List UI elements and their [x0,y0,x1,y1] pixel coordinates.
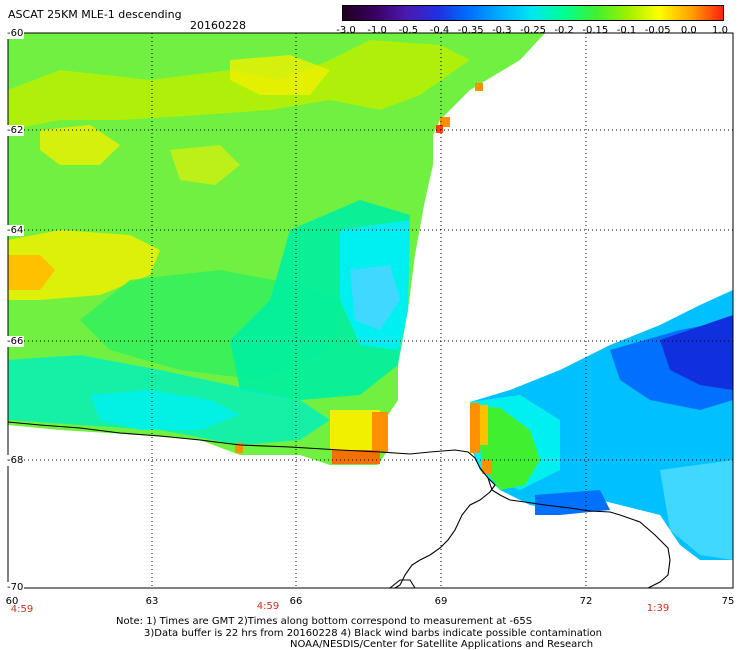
plot-border [7,32,734,589]
time-label-3: 1:39 [646,603,670,614]
color-scale-label: -0.1 [616,25,637,36]
color-scale-label: -0.5 [398,25,419,36]
color-scale-label: -1.0 [367,25,387,36]
east-dark-blue [660,315,733,390]
lat-label-66: -66 [6,336,25,347]
yellow-patch-3 [230,55,330,95]
east-blue-south [535,490,610,515]
lon-label-60: 60 [5,596,19,607]
map-date: 20160228 [190,19,246,32]
light-blue-patch [350,265,400,330]
coastline [7,421,671,589]
time-label-1: 4:59 [10,604,34,615]
grid [8,33,733,588]
lat-label-68: -68 [6,455,25,466]
color-scale-label: -0.15 [582,25,609,36]
yellow-band-north [8,40,470,130]
yellow-patch-1 [40,125,120,165]
map-title: ASCAT 25KM MLE-1 descending [8,8,182,21]
lat-label-62: -62 [6,125,25,136]
note-line-3: NOAA/NESDIS/Center for Satellite Applica… [290,639,594,650]
orange-patch-west [8,255,55,290]
color-scale-label: -3.0 [336,25,356,36]
coastline-island [389,579,416,589]
lon-label-75: 75 [721,596,735,607]
color-scale-label: -0.35 [457,25,484,36]
lat-label-70: -70 [6,582,25,593]
color-scale-bar [342,5,724,21]
orange-dot-2 [440,117,450,127]
lat-label-64: -64 [6,225,25,236]
lon-label-69: 69 [434,596,448,607]
east-orange-strip-2 [480,405,488,445]
east-cyan-south [660,460,733,560]
color-scale-label: -0.3 [492,25,512,36]
coastline-inlet [394,477,496,589]
note-line-1: Note: 1) Times are GMT 2)Times along bot… [116,616,533,627]
east-orange-dot [482,460,492,474]
yellow-patch-2 [8,230,160,300]
lon-label-63: 63 [145,596,159,607]
color-scale-label: -0.25 [520,25,546,36]
data-region-east [470,290,733,560]
orange-strip-1 [372,412,388,452]
orange-dot-3 [475,83,483,91]
cyan-coast [90,390,240,430]
color-scale-label: 0.0 [680,25,697,36]
yellow-patch-4 [170,145,240,185]
east-orange-strip [470,403,480,453]
lon-label-72: 72 [579,596,593,607]
note-line-2: 3)Data buffer is 22 hrs from 20160228 4)… [144,628,602,639]
time-label-2: 4:59 [256,601,280,612]
color-scale-label: -0.4 [429,25,450,36]
lon-label-66: 66 [289,596,303,607]
lat-label-60: -60 [6,28,25,39]
red-dot [436,125,443,133]
orange-dot-1 [235,443,243,453]
data-region-west [8,33,545,465]
color-scale-label: -0.2 [554,25,574,36]
color-scale-label: 1.0 [712,25,728,36]
color-scale-label: -0.05 [644,25,671,36]
